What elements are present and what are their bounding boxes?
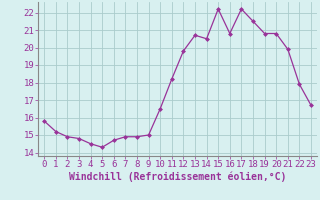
- X-axis label: Windchill (Refroidissement éolien,°C): Windchill (Refroidissement éolien,°C): [69, 172, 286, 182]
